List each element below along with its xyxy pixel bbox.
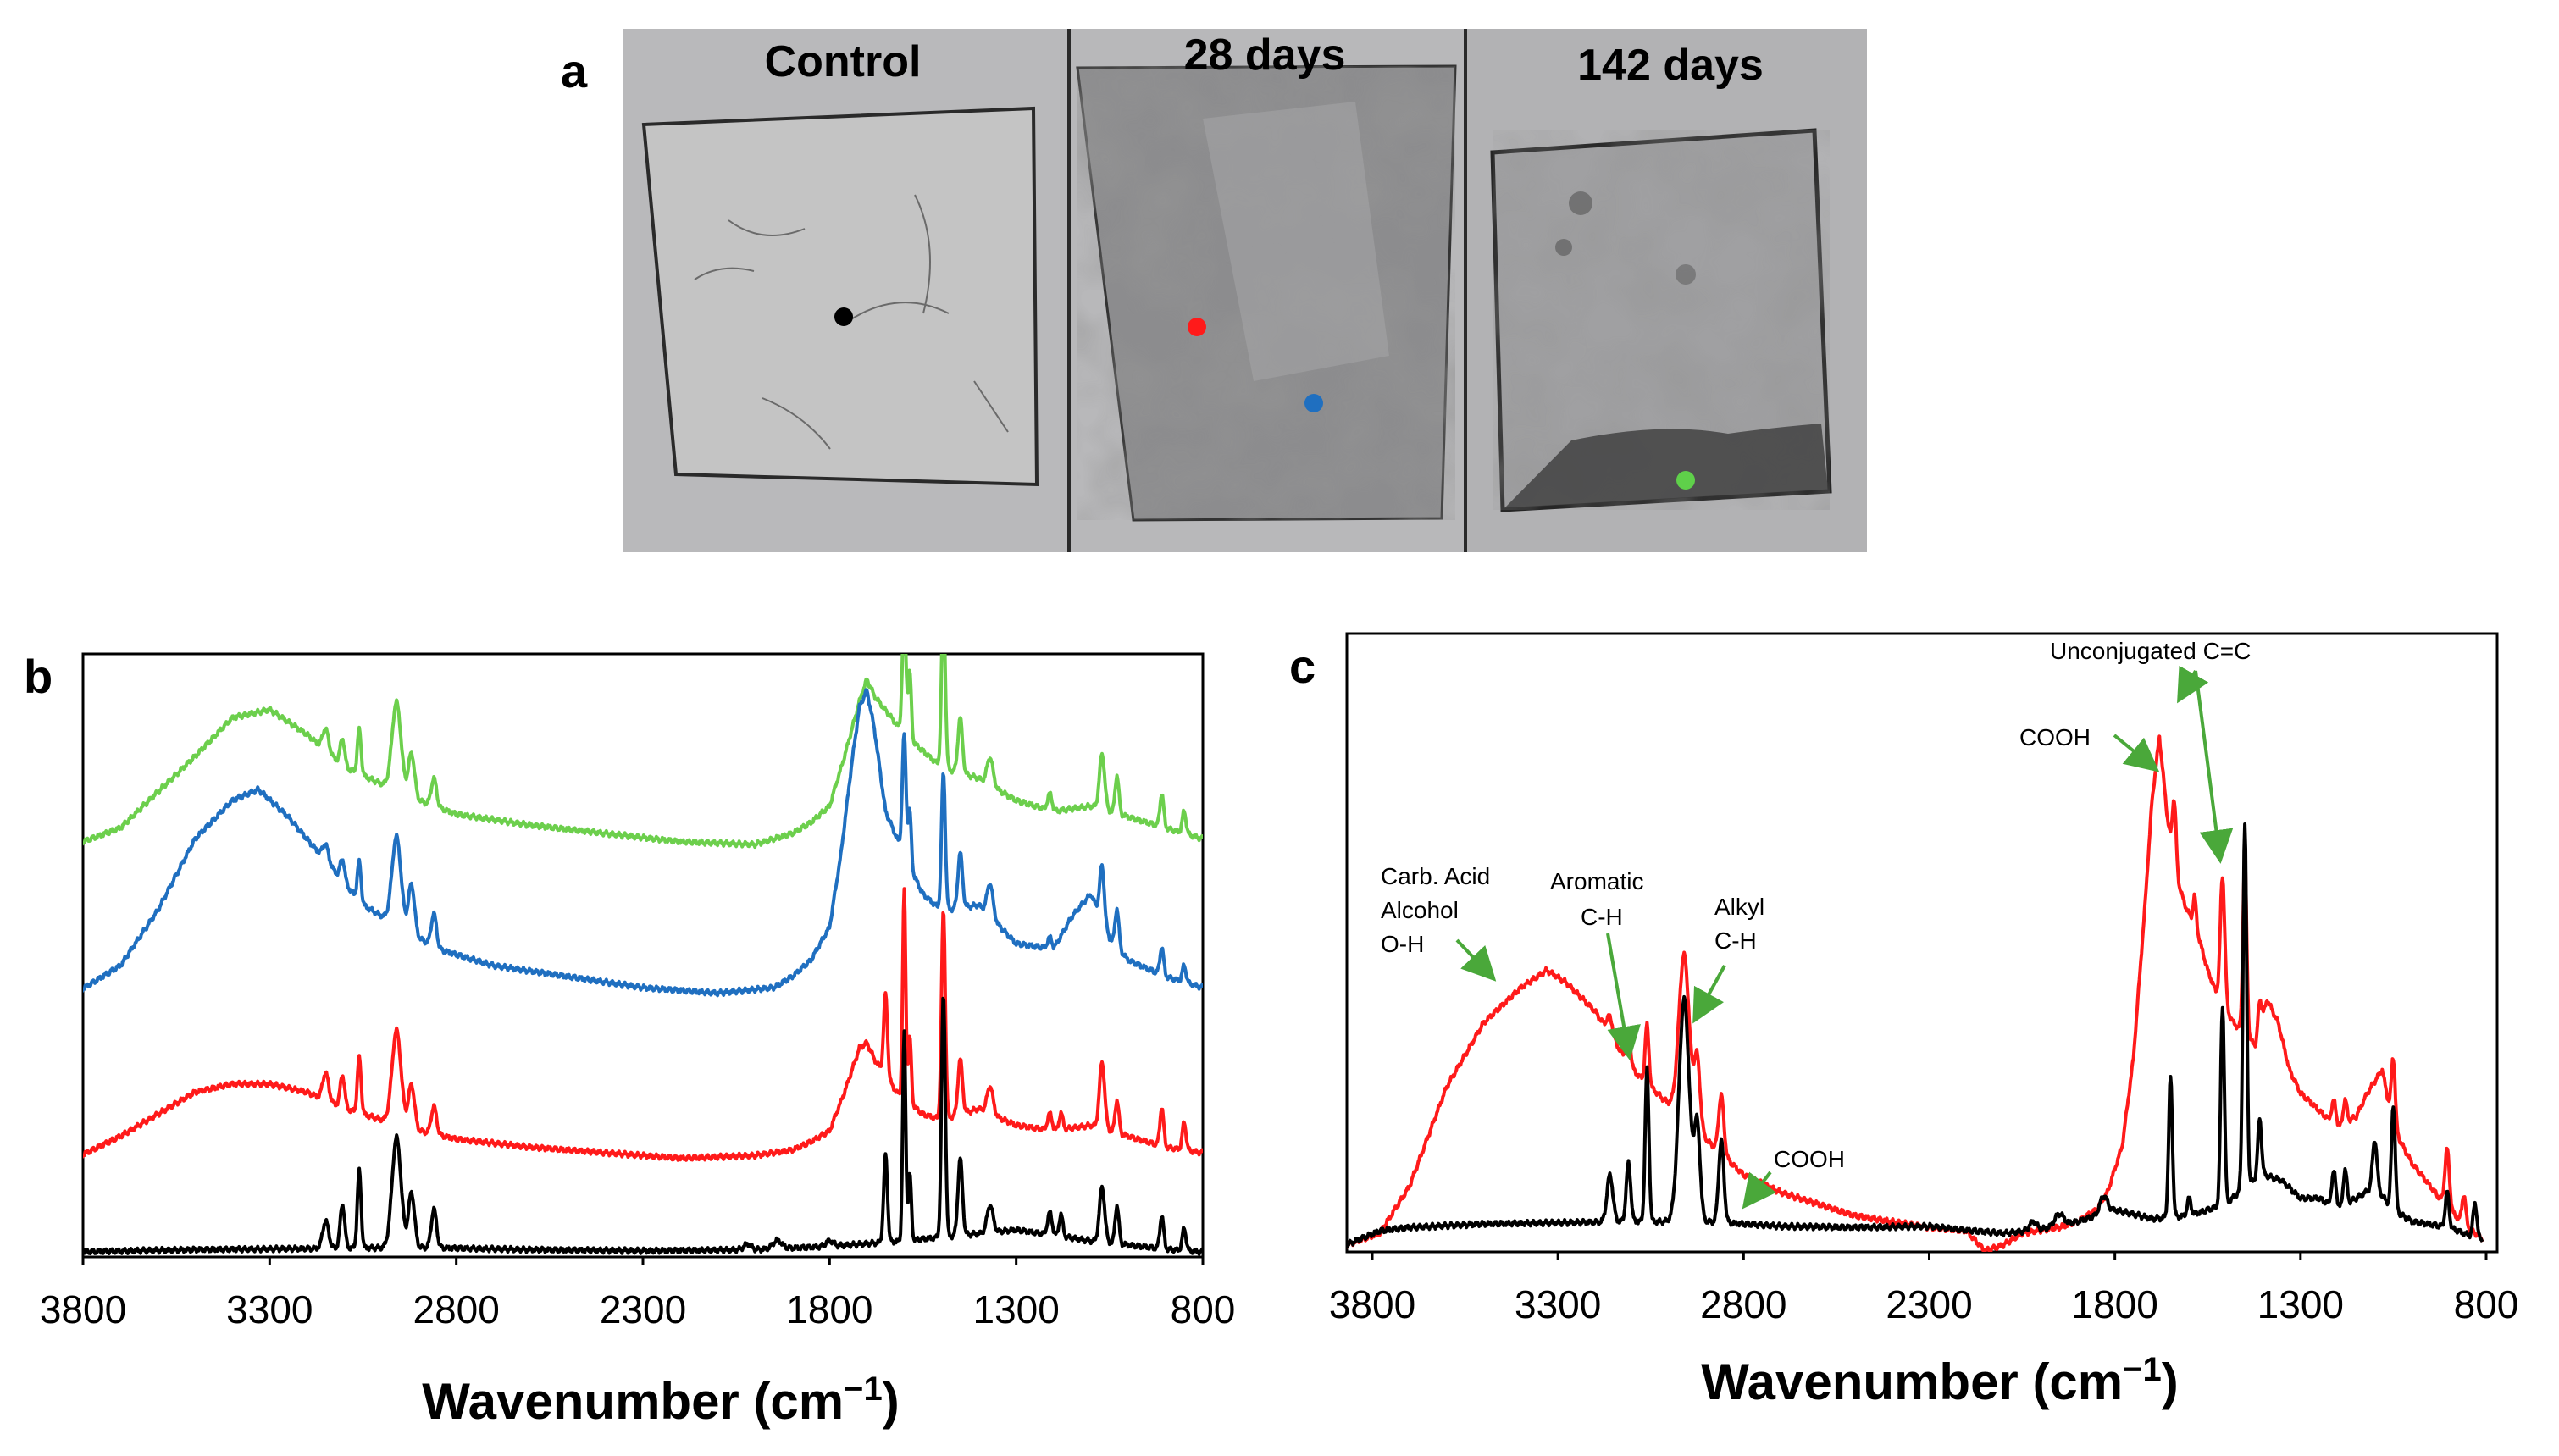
x-tick-label: 3800: [1329, 1282, 1415, 1326]
x-axis-title-b: Wavenumber (cm−1): [422, 1370, 900, 1430]
heading-142-days: 142 days: [1577, 41, 1764, 90]
x-tick-label: 3300: [1515, 1282, 1601, 1326]
marker-black: [834, 307, 853, 326]
x-tick-label: 1800: [2071, 1282, 2157, 1326]
arrow-oh: [1455, 938, 1497, 982]
x-tick-label: 2800: [1700, 1282, 1786, 1326]
plot-frame-c: [1345, 632, 2499, 1254]
annotation-alkyl: Alkyl C-H: [1714, 894, 1771, 954]
panel-a-label: a: [561, 44, 588, 97]
film-control: [641, 106, 1039, 487]
panel-a: a: [561, 29, 1867, 552]
marker-green: [1676, 471, 1695, 490]
arrow-alkyl: [1692, 965, 1726, 1024]
dark-degraded-region: [1504, 424, 1828, 508]
annotation-aromatic: Aromatic C-H: [1550, 868, 1650, 930]
photo-control: [623, 29, 1069, 552]
photo-28-days: [1069, 29, 1465, 552]
panel-c-label: c: [1289, 639, 1316, 693]
series-line-green: [83, 654, 1203, 850]
arrow-cooh-low: [1742, 1171, 1776, 1210]
annotation-oh: Carb. Acid Alcohol O-H: [1381, 863, 1497, 957]
panel-b: b 3800 3300 2800 2300 1800 1300 800 Wavenumber…: [24, 650, 1236, 1430]
marker-red: [1188, 318, 1206, 336]
series-line-black: [1347, 822, 2484, 1249]
plot-frame-b: [81, 652, 1205, 1259]
arrow-cooh-high: [2113, 734, 2160, 772]
x-tick-label: 2300: [1886, 1282, 1972, 1326]
x-tick-label: 2300: [600, 1287, 686, 1331]
marker-blue: [1304, 394, 1323, 412]
x-tick-label: 3800: [40, 1287, 126, 1331]
x-tick-label: 800: [1171, 1287, 1236, 1331]
heading-control: Control: [765, 37, 922, 86]
annotation-unconjugated: Unconjugated C=C: [2050, 638, 2251, 664]
arrow-unconjugated-2: [2194, 670, 2234, 864]
x-tick-label: 800: [2454, 1282, 2519, 1326]
annotation-cooh-high: COOH: [2019, 724, 2091, 750]
series-group-b: [83, 654, 1203, 1256]
x-tick-label: 1800: [786, 1287, 872, 1331]
series-line-red: [83, 887, 1203, 1162]
x-tick-label: 3300: [226, 1287, 313, 1331]
annotations-c: Carb. Acid Alcohol O-H Aromatic C-H Alky…: [1381, 638, 2251, 1210]
series-line-red: [1347, 734, 2484, 1252]
x-tick-label: 2800: [413, 1287, 499, 1331]
arrow-unconjugated-1: [2177, 665, 2209, 704]
x-axis-c: 3800 3300 2800 2300 1800 1300 800: [1329, 1252, 2519, 1326]
series-line-blue: [83, 688, 1203, 998]
x-axis-b: 3800 3300 2800 2300 1800 1300 800: [40, 1257, 1236, 1331]
heading-28-days: 28 days: [1184, 30, 1346, 80]
x-axis-title-c: Wavenumber (cm−1): [1701, 1351, 2179, 1410]
photo-142-days: [1465, 29, 1867, 552]
series-line-black: [83, 996, 1203, 1256]
panel-b-label: b: [24, 650, 53, 703]
annotation-cooh-low: COOH: [1774, 1146, 1845, 1172]
x-tick-label: 1300: [2257, 1282, 2344, 1326]
arrow-aromatic: [1606, 933, 1641, 1060]
panel-c: c 3800 3300 2800 2300 1800 1300 800 Wavenumber…: [1289, 632, 2519, 1410]
series-group-c: [1347, 734, 2484, 1252]
x-tick-label: 1300: [972, 1287, 1059, 1331]
film-scratches: [694, 194, 1009, 450]
